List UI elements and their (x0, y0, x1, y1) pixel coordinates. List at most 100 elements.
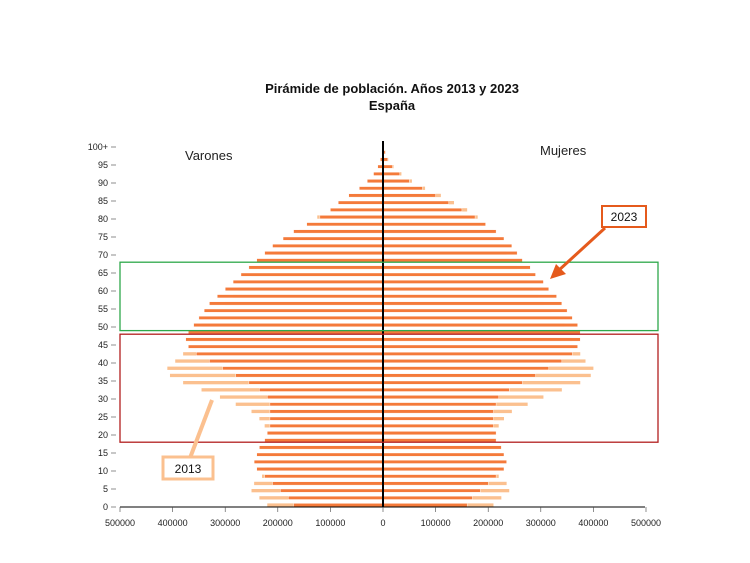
bar-2023-male-82 (330, 207, 384, 212)
y-tick-label: 95 (98, 160, 108, 170)
chart-subtitle: España (369, 98, 416, 113)
y-tick-label: 15 (98, 448, 108, 458)
bar-2023-male-18 (264, 438, 384, 443)
bar-2023-male-12 (253, 460, 384, 464)
bar-2023-male-60 (224, 287, 384, 291)
y-tick-label: 55 (98, 304, 108, 314)
y-tick-label: 10 (98, 466, 108, 476)
bar-2023-male-14 (256, 452, 384, 457)
bar-2023-female-42 (382, 352, 573, 356)
x-axis-ticks: 500000 400000 300000 200000 100000 0 100000 200… (105, 507, 661, 528)
bar-2023-male-24 (269, 416, 384, 421)
bar-2023-female-66 (382, 265, 531, 270)
x-tick-label: 200000 (263, 518, 293, 528)
bar-2023-male-62 (232, 280, 384, 284)
bar-2023-female-4 (382, 488, 481, 493)
bar-2023-female-80 (382, 215, 476, 219)
x-tick-label: 0 (380, 518, 385, 528)
y-tick-label: 50 (98, 322, 108, 332)
bar-2023-female-10 (382, 467, 505, 471)
bar-2023-male-90 (367, 179, 384, 183)
highlight-boxes (119, 261, 659, 443)
bar-2023-male-78 (306, 222, 384, 227)
bar-2023-female-18 (382, 438, 497, 443)
y-tick-label: 70 (98, 250, 108, 260)
callout-2023: 2023 (550, 205, 647, 279)
bar-2023-female-68 (382, 258, 523, 263)
y-tick-label: 20 (98, 430, 108, 440)
bar-2023-male-42 (196, 352, 384, 356)
bar-2023-male-28 (269, 402, 384, 407)
bar-2023-female-20 (382, 431, 497, 435)
bar-2023-female-44 (382, 344, 578, 349)
x-tick-label: 400000 (158, 518, 188, 528)
bar-2023-female-12 (382, 460, 507, 464)
bar-2023-male-6 (272, 481, 384, 486)
bar-2023-female-24 (382, 416, 494, 421)
y-tick-label: 35 (98, 376, 108, 386)
y-tick-label: 25 (98, 412, 108, 422)
bar-2023-male-4 (280, 488, 384, 493)
callout-2013: 2013 (161, 399, 215, 481)
callout-2023-box (601, 205, 647, 228)
bar-2023-female-52 (382, 316, 573, 320)
bar-2023-female-88 (382, 186, 423, 191)
bar-2023-male-34 (248, 380, 384, 385)
bar-2023-male-68 (256, 258, 384, 263)
bar-2023-female-90 (382, 179, 410, 183)
arrowhead-icon (550, 264, 566, 279)
bar-2023-female-30 (382, 395, 499, 399)
bar-2023-female-46 (382, 337, 581, 342)
y-tick-label: 100+ (88, 142, 108, 152)
callout-2013-box (161, 455, 215, 481)
bar-2023-male-32 (259, 388, 384, 392)
bar-2023-male-58 (217, 294, 384, 299)
bar-2023-male-84 (338, 200, 384, 205)
bar-2023-male-36 (235, 373, 384, 378)
bar-2023-male-38 (222, 366, 384, 371)
bar-2023-female-14 (382, 452, 505, 457)
bar-2023-female-34 (382, 380, 523, 385)
y-tick-label: 45 (98, 340, 108, 350)
callout-2013-line (188, 399, 214, 459)
bar-2023-male-16 (259, 445, 384, 450)
bar-2023-male-70 (264, 251, 384, 255)
bar-2023-female-40 (382, 359, 563, 363)
bar-2023-male-8 (264, 474, 384, 479)
bar-2023-female-70 (382, 251, 518, 255)
bar-2023-male-76 (293, 229, 384, 234)
y-tick-label: 90 (98, 178, 108, 188)
bar-2023-male-88 (359, 186, 384, 191)
bar-2023-male-2 (288, 496, 384, 500)
bar-2023-female-92 (382, 171, 401, 176)
label-varones: Varones (185, 148, 233, 163)
x-tick-label: 300000 (526, 518, 556, 528)
y-tick-label: 30 (98, 394, 108, 404)
bar-2023-male-44 (188, 344, 384, 349)
bar-2023-female-36 (382, 373, 536, 378)
bar-2023-male-92 (373, 171, 384, 176)
bar-2023-male-66 (248, 265, 384, 270)
bar-2023-male-74 (282, 236, 384, 241)
x-tick-label: 400000 (578, 518, 608, 528)
bar-2023-female-38 (382, 366, 549, 371)
bar-2023-female-60 (382, 287, 549, 291)
bar-2023-male-50 (193, 323, 384, 327)
bar-2023-male-26 (269, 409, 384, 414)
bar-2023-female-16 (382, 445, 502, 450)
bar-2023-male-80 (319, 215, 384, 219)
bar-2023-female-64 (382, 272, 536, 277)
y-tick-label: 60 (98, 286, 108, 296)
bar-2023-male-22 (269, 424, 384, 428)
bar-2023-male-30 (267, 395, 384, 399)
bar-2023-female-32 (382, 388, 510, 392)
bar-2023-male-54 (203, 308, 384, 313)
bar-2023-female-6 (382, 481, 489, 486)
bar-2023-female-84 (382, 200, 449, 205)
y-tick-label: 65 (98, 268, 108, 278)
chart-title: Pirámide de población. Años 2013 y 2023 (265, 81, 519, 96)
bar-2023-female-76 (382, 229, 497, 234)
callout-2023-arrow (556, 226, 607, 273)
bar-2023-female-86 (382, 193, 436, 198)
bar-2023-female-22 (382, 424, 494, 428)
